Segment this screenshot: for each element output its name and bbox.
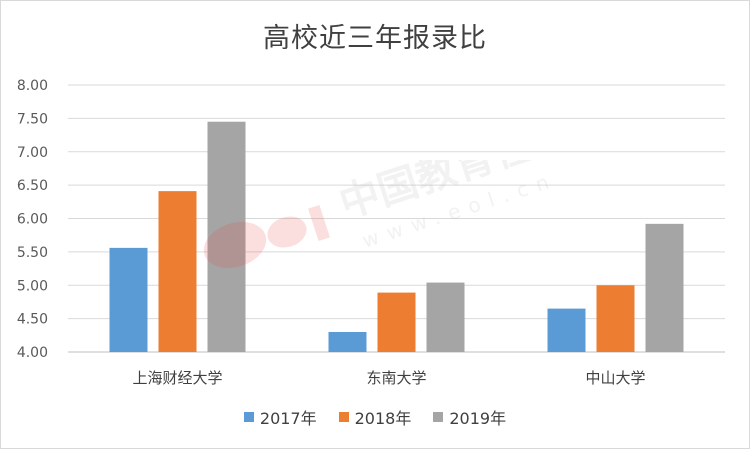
y-tick-label: 4.50 — [17, 312, 48, 328]
y-tick-label: 6.50 — [17, 178, 48, 194]
y-tick-label: 6.00 — [17, 212, 48, 228]
bar — [596, 285, 635, 352]
y-tick-label: 5.00 — [17, 278, 48, 294]
y-tick-label: 7.00 — [17, 145, 48, 161]
bar — [426, 282, 465, 352]
chart-title: 高校近三年报录比 — [263, 23, 487, 54]
y-tick-label: 5.50 — [17, 245, 48, 261]
y-tick-label: 8.00 — [17, 78, 48, 94]
bar — [547, 308, 586, 352]
y-tick-label: 7.50 — [17, 111, 48, 127]
legend-item: 2019年 — [433, 405, 506, 429]
chart-legend: 2017年 2018年 2019年 — [0, 405, 750, 429]
x-category-label: 中山大学 — [585, 369, 645, 387]
bar — [158, 191, 197, 352]
legend-item: 2018年 — [338, 405, 412, 429]
x-category-label: 东南大学 — [366, 369, 426, 387]
bar — [109, 247, 148, 352]
bar — [328, 331, 367, 352]
legend-swatch — [433, 412, 444, 422]
legend-item: 2017年 — [243, 405, 317, 429]
bar — [377, 292, 416, 352]
x-category-label: 上海财经大学 — [132, 369, 222, 387]
legend-label: 2017年 — [259, 409, 317, 428]
y-tick-label: 4.00 — [17, 345, 48, 361]
bar — [645, 223, 684, 352]
legend-label: 2018年 — [354, 409, 412, 428]
legend-swatch — [338, 412, 349, 422]
legend-label: 2019年 — [449, 409, 507, 428]
bar — [207, 121, 246, 353]
legend-swatch — [243, 412, 254, 422]
